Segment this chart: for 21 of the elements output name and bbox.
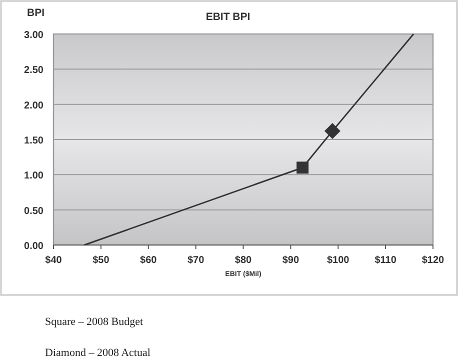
x-tick-label: $110 <box>374 255 397 266</box>
y-tick-label: 1.50 <box>24 136 44 146</box>
chart-title: EBIT BPI <box>206 11 250 23</box>
x-tick-label: $50 <box>92 255 110 266</box>
text: Square – 2008 Budget <box>45 316 144 328</box>
x-tick-label: $90 <box>282 255 300 266</box>
y-tick-label: 0.50 <box>24 206 44 217</box>
x-tick-label: $40 <box>45 255 62 266</box>
x-tick-label: $70 <box>187 255 205 266</box>
line-series <box>84 33 414 246</box>
text: Diamond – 2008 Actual <box>45 347 150 359</box>
y-tick-label: 0.00 <box>24 241 44 252</box>
y-axis-title: BPI <box>27 7 45 19</box>
x-tick-label: $60 <box>140 255 158 266</box>
x-tick-label: $120 <box>422 255 445 266</box>
x-tick-label: $80 <box>234 255 252 266</box>
y-tick-label: 2.50 <box>24 65 44 76</box>
x-tick-label: $100 <box>327 255 350 266</box>
y-tick-label: 3.00 <box>24 30 44 41</box>
y-tick-label: 1.00 <box>24 170 44 182</box>
y-tick-label: 2.00 <box>24 100 44 112</box>
